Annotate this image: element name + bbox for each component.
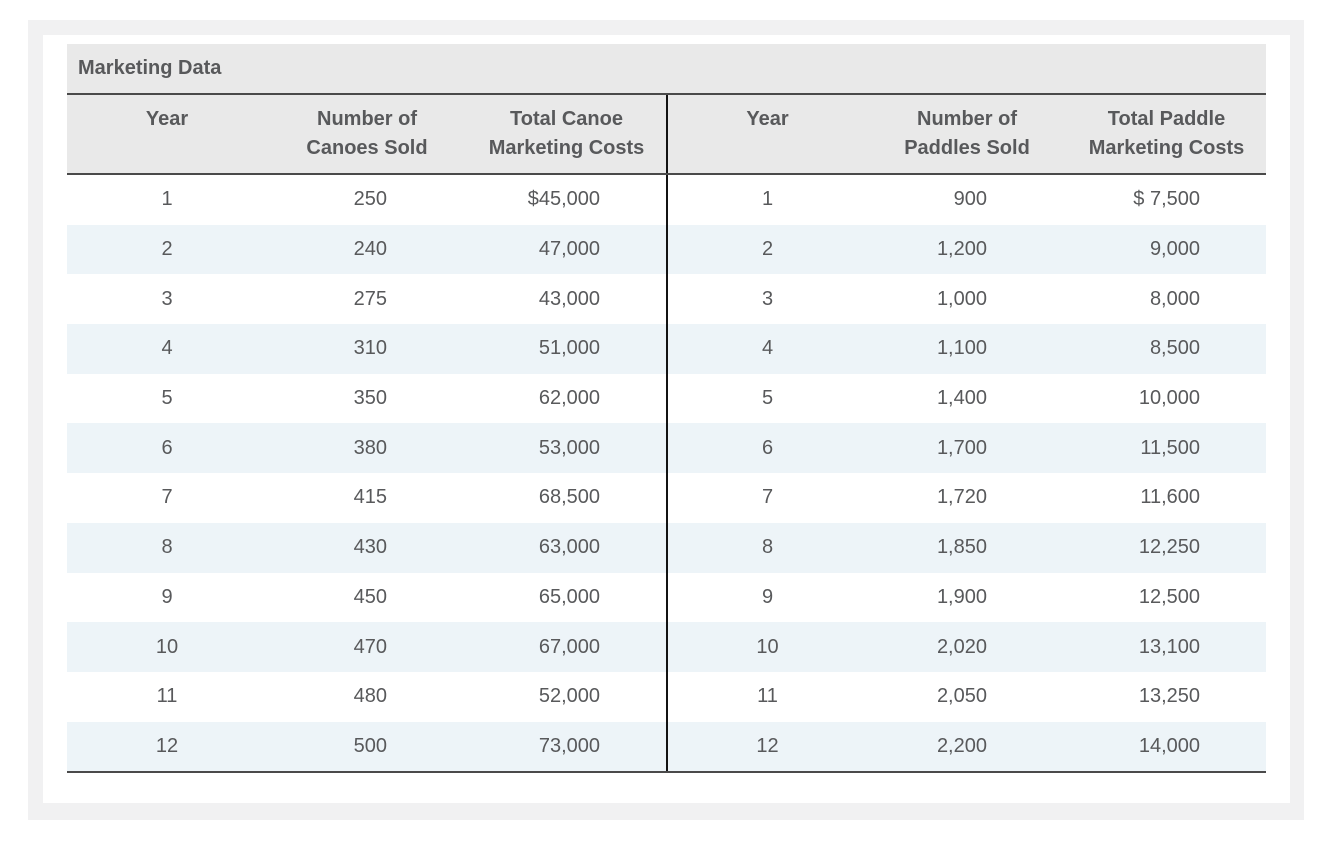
cell-paddle-year: 6 xyxy=(666,423,867,474)
cell-canoe-marketing-cost: 47,000 xyxy=(467,224,667,275)
cell-paddle-marketing-cost: 8,000 xyxy=(1149,287,1200,310)
cell-canoe-year: 12 xyxy=(67,721,267,774)
cell-canoes-sold: 480 xyxy=(353,685,387,708)
cell-canoes-sold: 415 xyxy=(353,486,387,509)
cell-paddle-year: 8 xyxy=(666,522,867,573)
cell-canoe-year: 2 xyxy=(67,224,267,275)
table-row: 6 380 53,000 6 1,700 11,500 xyxy=(67,423,1266,474)
cell-paddle-marketing-cost: 8,500 xyxy=(1067,324,1266,374)
cell-paddle-year: 4 xyxy=(666,324,867,374)
cell-canoe-marketing-cost: 52,000 xyxy=(538,685,600,708)
table-row: 10 470 67,000 10 2,020 13,100 xyxy=(67,622,1266,672)
table-row: 3 275 43,000 3 1,000 8,000 xyxy=(67,274,1266,325)
cell-canoe-year: 7 xyxy=(161,486,173,509)
outer-panel: Marketing Data Year Number of xyxy=(28,20,1304,820)
cell-paddle-marketing-cost: 11,600 xyxy=(1140,486,1200,509)
table-body: 1 250 $45,000 1 900 $ 7,500 2 240 47,000 2 1,200 9,… xyxy=(67,174,1266,774)
cell-canoes-sold: 500 xyxy=(267,721,467,774)
cell-canoe-marketing-cost: 73,000 xyxy=(467,721,667,774)
cell-paddle-marketing-cost: 14,000 xyxy=(1067,721,1266,774)
cell-paddles-sold: 1,000 xyxy=(936,287,987,310)
cell-paddle-year: 7 xyxy=(666,473,867,523)
table-row: 5 350 62,000 5 1,400 10,000 xyxy=(67,373,1266,424)
cell-paddle-marketing-cost: 10,000 xyxy=(1138,387,1200,410)
table-title-bar: Marketing Data xyxy=(67,44,1266,93)
cell-canoe-marketing-cost: 62,000 xyxy=(538,387,600,410)
cell-canoes-sold: 470 xyxy=(267,622,467,672)
cell-canoes-sold: 240 xyxy=(267,224,467,275)
cell-paddles-sold: 2,200 xyxy=(867,721,1067,774)
cell-paddles-sold: 1,720 xyxy=(936,486,987,509)
cell-canoe-marketing-cost: 51,000 xyxy=(467,324,667,374)
cell-canoe-year: 5 xyxy=(161,387,173,410)
cell-canoe-marketing-cost: 67,000 xyxy=(467,622,667,672)
cell-paddle-year: 1 xyxy=(666,174,867,225)
cell-paddle-year: 11 xyxy=(666,671,867,722)
table-row: 2 240 47,000 2 1,200 9,000 xyxy=(67,224,1266,275)
cell-paddle-marketing-cost: 12,500 xyxy=(1138,585,1200,608)
cell-canoes-sold: 380 xyxy=(267,423,467,474)
table-row: 7 415 68,500 7 1,720 11,600 xyxy=(67,473,1266,523)
cell-canoe-marketing-cost: 65,000 xyxy=(538,585,600,608)
column-header-paddles-sold: Number of Paddles Sold xyxy=(867,93,1067,175)
marketing-data-section: Marketing Data Year Number of xyxy=(67,44,1266,774)
cell-canoe-year: 8 xyxy=(67,522,267,573)
cell-canoes-sold: 250 xyxy=(353,188,387,211)
cell-paddle-year: 3 xyxy=(666,274,867,325)
cell-canoe-marketing-cost: 63,000 xyxy=(467,522,667,573)
cell-canoe-year: 10 xyxy=(67,622,267,672)
cell-canoe-marketing-cost: $45,000 xyxy=(527,188,600,211)
column-header-paddle-marketing-costs: Total Paddle Marketing Costs xyxy=(1067,93,1266,175)
table-row: 4 310 51,000 4 1,100 8,500 xyxy=(67,324,1266,374)
cell-canoe-marketing-cost: 43,000 xyxy=(538,287,600,310)
table-row: 8 430 63,000 8 1,850 12,250 xyxy=(67,522,1266,573)
cell-canoe-year: 9 xyxy=(161,585,173,608)
cell-canoe-year: 6 xyxy=(67,423,267,474)
cell-paddle-year: 9 xyxy=(666,572,867,623)
cell-canoe-year: 4 xyxy=(67,324,267,374)
cell-paddle-marketing-cost: 13,250 xyxy=(1138,685,1200,708)
cell-paddles-sold: 1,200 xyxy=(867,224,1067,275)
cell-paddle-marketing-cost: $ 7,500 xyxy=(1133,188,1200,211)
content-card: Marketing Data Year Number of xyxy=(43,35,1290,803)
table-row: 1 250 $45,000 1 900 $ 7,500 xyxy=(67,174,1266,225)
cell-paddle-year: 12 xyxy=(666,721,867,774)
cell-canoe-year: 11 xyxy=(156,685,178,708)
column-header-canoe-year: Year xyxy=(67,93,267,175)
table-row: 9 450 65,000 9 1,900 12,500 xyxy=(67,572,1266,623)
cell-canoes-sold: 350 xyxy=(353,387,387,410)
cell-paddles-sold: 1,850 xyxy=(867,522,1067,573)
column-header-canoe-marketing-costs: Total Canoe Marketing Costs xyxy=(467,93,667,175)
cell-paddles-sold: 900 xyxy=(953,188,987,211)
table-title: Marketing Data xyxy=(78,57,222,79)
cell-paddles-sold: 1,700 xyxy=(867,423,1067,474)
cell-canoe-marketing-cost: 53,000 xyxy=(467,423,667,474)
cell-canoe-marketing-cost: 68,500 xyxy=(538,486,600,509)
cell-paddle-marketing-cost: 11,500 xyxy=(1067,423,1266,474)
table-row: 11 480 52,000 11 2,050 13,250 xyxy=(67,671,1266,722)
cell-paddle-marketing-cost: 12,250 xyxy=(1067,522,1266,573)
cell-paddles-sold: 2,020 xyxy=(867,622,1067,672)
cell-paddles-sold: 1,100 xyxy=(867,324,1067,374)
cell-canoes-sold: 310 xyxy=(267,324,467,374)
cell-paddle-marketing-cost: 9,000 xyxy=(1067,224,1266,275)
header-row: Year Number of Canoes Sold Total Canoe M… xyxy=(67,93,1266,175)
cell-paddle-year: 5 xyxy=(666,373,867,424)
cell-canoes-sold: 430 xyxy=(267,522,467,573)
cell-canoe-year: 3 xyxy=(161,287,173,310)
cell-canoes-sold: 275 xyxy=(353,287,387,310)
marketing-data-table: Year Number of Canoes Sold Total Canoe M… xyxy=(67,93,1266,774)
cell-canoe-year: 1 xyxy=(161,188,173,211)
cell-paddles-sold: 1,400 xyxy=(936,387,987,410)
column-header-paddle-year: Year xyxy=(666,93,867,175)
cell-paddle-year: 10 xyxy=(666,622,867,672)
cell-paddle-marketing-cost: 13,100 xyxy=(1067,622,1266,672)
cell-paddle-year: 2 xyxy=(666,224,867,275)
cell-paddles-sold: 2,050 xyxy=(936,685,987,708)
table-header: Year Number of Canoes Sold Total Canoe M… xyxy=(67,93,1266,175)
cell-paddles-sold: 1,900 xyxy=(936,585,987,608)
column-header-canoes-sold: Number of Canoes Sold xyxy=(267,93,467,175)
table-row: 12 500 73,000 12 2,200 14,000 xyxy=(67,721,1266,774)
cell-canoes-sold: 450 xyxy=(353,585,387,608)
